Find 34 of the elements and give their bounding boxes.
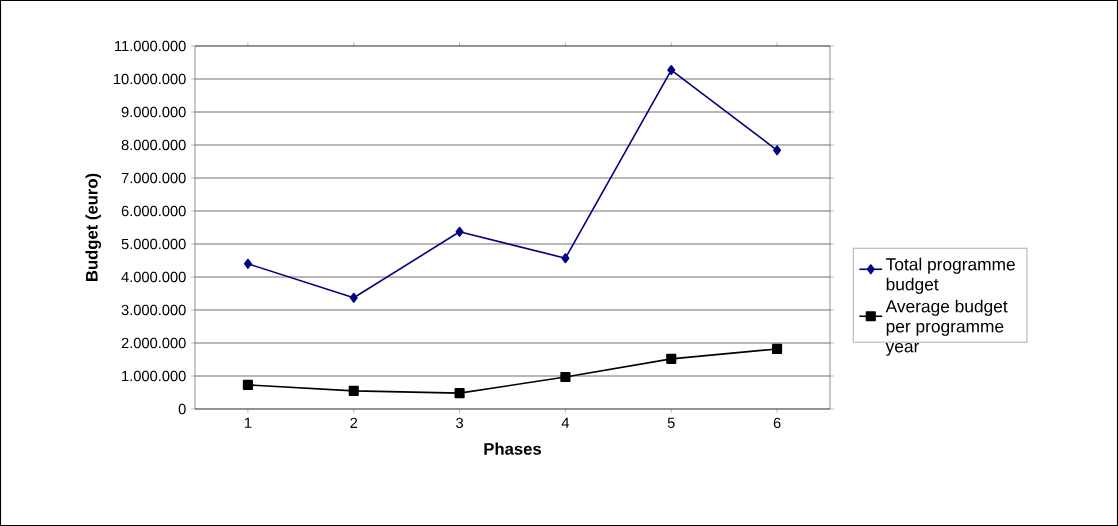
point <box>348 385 359 396</box>
point <box>243 258 252 269</box>
y-tick-label: 2.000.000 <box>121 337 186 349</box>
point <box>561 253 570 264</box>
legend-label: Average budget per programme year <box>885 299 1008 356</box>
point <box>454 388 465 399</box>
y-tick-label: 5.000.000 <box>121 238 186 250</box>
point <box>667 65 676 76</box>
point <box>242 379 253 390</box>
point <box>666 353 677 364</box>
point <box>349 292 358 303</box>
x-tick-label: 1 <box>244 417 252 428</box>
y-tick-label: 1.000.000 <box>122 370 186 382</box>
x-tick-label: 5 <box>667 417 675 428</box>
x-tick-label: 6 <box>773 417 781 429</box>
y-tick-label: 11.000.000 <box>115 40 186 52</box>
y-tick-label: 6.000.000 <box>121 205 186 217</box>
y-tick-label: 0 <box>178 403 186 415</box>
y-tick-label: 3.000.000 <box>121 304 186 316</box>
point <box>455 226 464 237</box>
point <box>773 145 782 156</box>
y-axis-title: Budget (euro) <box>85 173 102 282</box>
point <box>772 343 783 355</box>
y-tick-label: 9.000.000 <box>121 106 186 118</box>
y-tick-label: 7.000.000 <box>121 172 186 184</box>
x-tick-label: 3 <box>456 417 464 429</box>
y-tick-label: 10.000.000 <box>114 73 186 85</box>
y-tick-label: 8.000.000 <box>121 139 186 151</box>
x-tick-label: 4 <box>561 417 570 428</box>
point <box>560 371 571 383</box>
y-tick-label: 4.000.000 <box>121 271 186 283</box>
x-axis-title: Phases <box>484 442 542 455</box>
x-tick-label: 2 <box>350 417 358 428</box>
legend-label: Total programme budget <box>886 257 1015 294</box>
